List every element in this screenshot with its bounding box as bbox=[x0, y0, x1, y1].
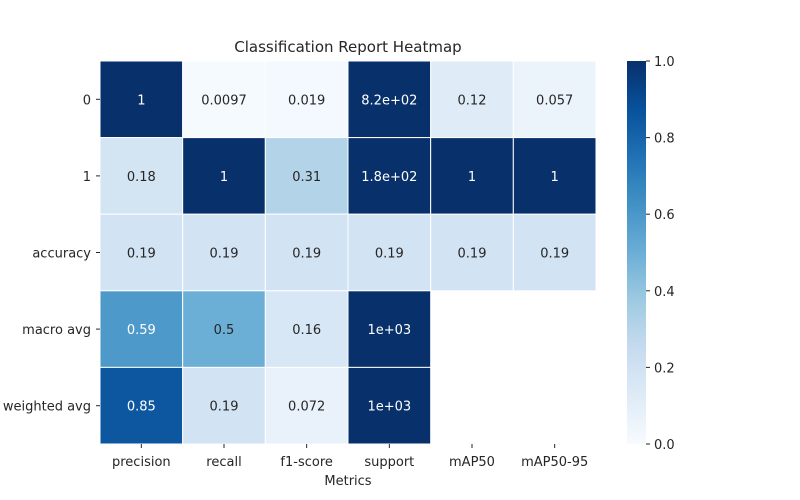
cell-value-label: 1e+03 bbox=[367, 400, 411, 415]
chart-title: Classification Report Heatmap bbox=[234, 38, 461, 56]
cell-value-label: 0.12 bbox=[458, 93, 487, 108]
cell-value-label: 0.59 bbox=[127, 323, 156, 338]
y-tick-label: weighted avg bbox=[3, 400, 91, 415]
cell-value-label: 1e+03 bbox=[367, 323, 411, 338]
heatmap-cell bbox=[347, 137, 432, 215]
heatmap-cell bbox=[182, 60, 266, 139]
heatmap-cell bbox=[264, 60, 349, 139]
heatmap-cell bbox=[512, 60, 597, 139]
y-tick-label: 0 bbox=[83, 93, 91, 108]
cell-value-label: 1 bbox=[220, 170, 228, 185]
heatmap-cell bbox=[99, 290, 184, 368]
heatmap-cell bbox=[347, 213, 432, 292]
heatmap-cell bbox=[512, 213, 597, 292]
colorbar-gradient bbox=[627, 61, 646, 444]
heatmap-cell bbox=[347, 366, 432, 445]
x-tick-label: support bbox=[364, 455, 414, 470]
heatmap-cell bbox=[430, 60, 514, 139]
cell-value-label: 0.18 bbox=[127, 170, 156, 185]
cell-value-label: 0.019 bbox=[288, 93, 325, 108]
x-tick-label: mAP50-95 bbox=[521, 455, 588, 470]
colorbar-tick-label: 0.4 bbox=[654, 285, 675, 300]
cell-value-label: 0.0097 bbox=[201, 93, 247, 108]
heatmap-cell bbox=[99, 213, 184, 292]
heatmap-cell bbox=[182, 290, 266, 368]
colorbar-tick-label: 0.6 bbox=[654, 208, 675, 223]
colorbar-tick-label: 0.8 bbox=[654, 132, 675, 147]
heatmap-cell bbox=[99, 60, 184, 139]
heatmap-cell bbox=[264, 366, 349, 445]
cell-value-label: 0.16 bbox=[292, 323, 321, 338]
heatmap-cell bbox=[347, 60, 432, 139]
cell-value-label: 0.19 bbox=[458, 247, 487, 262]
colorbar-tick-label: 1.0 bbox=[654, 55, 675, 70]
y-tick-label: accuracy bbox=[32, 247, 91, 262]
cell-value-label: 0.19 bbox=[127, 247, 156, 262]
heatmap-cell bbox=[99, 366, 184, 445]
heatmap-cell bbox=[182, 137, 266, 215]
cell-value-label: 0.19 bbox=[540, 247, 569, 262]
cell-value-label: 1 bbox=[551, 170, 559, 185]
heatmap-cell bbox=[512, 137, 597, 215]
cell-value-label: 1 bbox=[137, 93, 145, 108]
x-tick-label: recall bbox=[206, 455, 241, 470]
heatmap-cell bbox=[430, 213, 514, 292]
cell-value-label: 0.31 bbox=[292, 170, 321, 185]
colorbar-tick-label: 0.2 bbox=[654, 361, 675, 376]
x-axis: precision recall f1-score support mAP50 mAP50… bbox=[112, 444, 588, 470]
colorbar-tick-label: 0.0 bbox=[654, 438, 675, 453]
colorbar-ticks: 0.0 0.2 0.4 0.6 0.8 1.0 bbox=[646, 55, 675, 453]
heatmap-cells: 1 0.0097 0.019 8.2e+02 0.12 0.057 0.18 1 0.31 1.8… bbox=[99, 60, 597, 445]
cell-value-label: 1 bbox=[468, 170, 476, 185]
cell-value-label: 8.2e+02 bbox=[361, 93, 417, 108]
cell-value-label: 0.19 bbox=[210, 247, 239, 262]
heatmap-cell bbox=[347, 290, 432, 368]
cell-value-label: 1.8e+02 bbox=[361, 170, 417, 185]
heatmap-cell bbox=[264, 290, 349, 368]
x-tick-label: precision bbox=[112, 455, 171, 470]
cell-value-label: 0.072 bbox=[288, 400, 325, 415]
y-tick-label: macro avg bbox=[22, 323, 91, 338]
x-axis-label: Metrics bbox=[324, 474, 371, 489]
x-tick-label: f1-score bbox=[280, 455, 332, 470]
heatmap-cell bbox=[182, 213, 266, 292]
cell-value-label: 0.85 bbox=[127, 400, 156, 415]
y-tick-label: 1 bbox=[83, 170, 91, 185]
colorbar: 0.0 0.2 0.4 0.6 0.8 1.0 bbox=[627, 55, 675, 453]
cell-value-label: 0.19 bbox=[292, 247, 321, 262]
x-tick-label: mAP50 bbox=[449, 455, 495, 470]
cell-value-label: 0.5 bbox=[214, 323, 235, 338]
cell-value-label: 0.19 bbox=[375, 247, 404, 262]
cell-value-label: 0.057 bbox=[536, 93, 573, 108]
cell-value-label: 0.19 bbox=[210, 400, 239, 415]
y-axis: 0 1 accuracy macro avg weighted avg bbox=[3, 93, 100, 415]
